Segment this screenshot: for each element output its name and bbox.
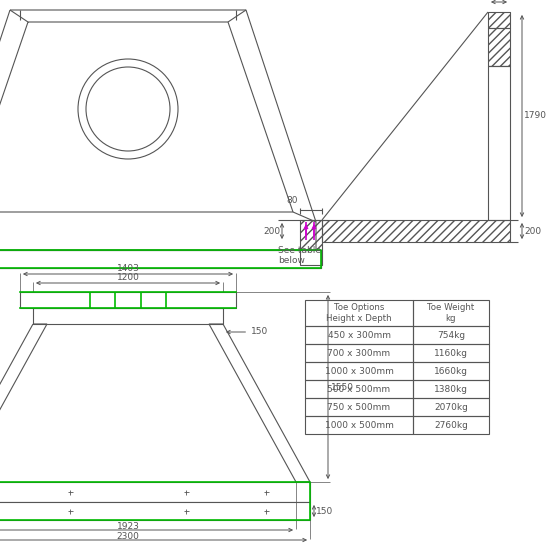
Text: 1000 x 500mm: 1000 x 500mm [324,421,393,430]
Bar [413,344,489,362]
Bar [0,502,310,520]
Bar [413,416,489,434]
Text: 1660kg: 1660kg [434,366,468,376]
Bar [322,220,510,242]
Text: 754kg: 754kg [437,331,465,339]
Text: 80: 80 [287,196,298,205]
Bar [300,220,322,265]
Bar [413,326,489,344]
Text: 150: 150 [316,507,333,515]
Bar [20,292,236,308]
Text: 1000 x 300mm: 1000 x 300mm [324,366,393,376]
Text: 450 x 300mm: 450 x 300mm [328,331,391,339]
Text: 1403: 1403 [117,264,139,273]
Text: Toe Options
Height x Depth: Toe Options Height x Depth [326,303,392,323]
Bar [488,28,510,66]
Text: 1790: 1790 [524,112,547,120]
Bar [305,326,413,344]
Bar [488,12,510,28]
Bar [305,416,413,434]
Text: 1923: 1923 [117,522,139,531]
Bar [305,300,413,326]
Bar [413,300,489,326]
Text: 2300: 2300 [117,532,139,541]
Bar [413,362,489,380]
Text: 2070kg: 2070kg [434,403,468,411]
Text: See table
below: See table below [278,246,321,266]
Text: 750 x 500mm: 750 x 500mm [328,403,391,411]
Text: 1160kg: 1160kg [434,349,468,358]
Bar [300,220,322,265]
Text: 700 x 300mm: 700 x 300mm [328,349,391,358]
Bar [488,12,510,28]
Text: 200: 200 [524,227,541,235]
Bar [322,220,510,242]
Bar [0,250,321,268]
Bar [488,28,510,66]
Text: 1550: 1550 [331,382,354,392]
Text: 2760kg: 2760kg [434,421,468,430]
Text: Toe Weight
kg: Toe Weight kg [427,303,475,323]
Bar [413,398,489,416]
Text: 500 x 500mm: 500 x 500mm [328,384,391,393]
Bar [305,398,413,416]
Bar [305,380,413,398]
Bar [305,344,413,362]
Bar [305,362,413,380]
Text: 200: 200 [263,227,280,235]
Text: 200: 200 [490,0,507,1]
Text: 150: 150 [227,327,269,337]
Bar [33,308,223,324]
Bar [413,380,489,398]
Text: 1200: 1200 [117,273,139,282]
Text: 1380kg: 1380kg [434,384,468,393]
Bar [488,66,510,220]
Bar [0,482,310,502]
